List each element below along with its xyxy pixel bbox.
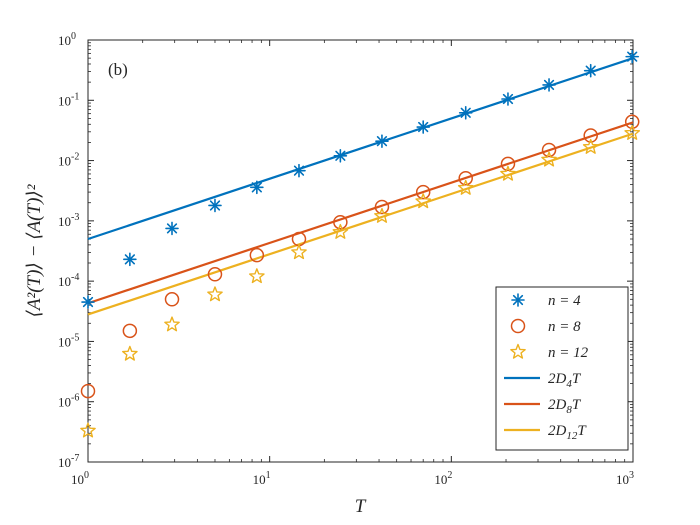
y-tick-label: 10-7 [58, 453, 79, 470]
data-point-series-1 [625, 49, 640, 64]
data-point-series-3 [122, 345, 138, 361]
y-tick-label: 10-4 [58, 272, 79, 289]
legend: n = 4 n = 8 n = 12 2D4T 2D8T 2D12T [495, 286, 629, 451]
data-point-series-2 [122, 323, 138, 339]
y-tick-label: 10-5 [58, 332, 79, 349]
data-point-series-2 [164, 292, 180, 307]
data-point-series-3 [80, 422, 96, 438]
data-point-series-2 [583, 128, 598, 143]
legend-label-series-1: n = 4 [548, 293, 581, 309]
fit-lines [87, 57, 634, 316]
legend-marker-series-2 [510, 318, 526, 334]
legend-label-2D4T: 2D4T [548, 371, 582, 390]
data-point-series-2 [415, 184, 431, 200]
data-point-series-1 [542, 78, 556, 92]
legend-box [495, 286, 629, 451]
data-point-series-2 [207, 267, 223, 282]
legend-label-2D12T: 2D12T [548, 423, 587, 442]
data-point-series-3 [374, 207, 390, 223]
data-point-series-3 [582, 138, 599, 154]
data-point-series-3 [624, 124, 641, 140]
x-tick-label: 100 [71, 470, 89, 487]
data-point-series-3 [164, 316, 180, 332]
data-point-series-1 [583, 63, 598, 78]
data-point-series-1 [333, 148, 348, 163]
y-tick-label: 10-6 [58, 393, 79, 410]
data-point-series-1 [165, 221, 179, 236]
legend-marker-series-1 [511, 293, 525, 307]
y-tick-label: 100 [58, 31, 76, 48]
legend-label-series-3: n = 12 [548, 345, 589, 361]
data-point-series-1 [292, 163, 306, 178]
x-tick-label: 103 [616, 470, 634, 487]
data-point-series-3 [291, 244, 307, 260]
data-point-series-2 [333, 214, 348, 230]
data-point-series-1 [208, 198, 222, 213]
data-point-series-3 [207, 286, 223, 302]
y-tick-label: 10-3 [58, 212, 79, 229]
data-point-series-2 [249, 247, 265, 263]
y-tick-label: 10-2 [58, 152, 79, 169]
data-point-series-3 [457, 179, 474, 195]
y-tick-label: 10-1 [58, 91, 79, 108]
y-axis-label: ⟨A²(T)⟩ − ⟨A(T)⟩² [24, 184, 45, 317]
x-tick-label: 101 [253, 470, 271, 487]
fit-line-2D12T [87, 132, 634, 316]
data-point-series-2 [458, 170, 473, 186]
data-point-series-2 [500, 156, 516, 172]
data-point-series-3 [415, 193, 432, 209]
data-point-series-1 [375, 134, 389, 148]
data-point-series-2 [624, 114, 640, 130]
legend-marker-series-3 [510, 343, 526, 359]
data-point-series-3 [249, 268, 265, 284]
fit-line-2D8T [87, 121, 634, 305]
panel-label: (b) [108, 60, 128, 79]
data-point-series-1 [416, 120, 430, 134]
data-point-series-2 [80, 383, 96, 399]
data-point-series-3 [332, 223, 349, 239]
data-point-series-3 [500, 165, 516, 181]
data-point-series-1 [250, 180, 264, 195]
data-point-series-2 [541, 142, 557, 158]
legend-label-series-2: n = 8 [548, 319, 581, 335]
fit-line-2D4T [87, 57, 634, 241]
legend-label-2D8T: 2D8T [548, 397, 582, 416]
x-axis-label: T [355, 496, 367, 517]
data-point-series-1 [501, 92, 515, 106]
x-axis-ticks: 100 101 102 103 [71, 40, 634, 487]
x-tick-label: 102 [434, 470, 452, 487]
data-point-series-1 [123, 252, 137, 267]
data-point-series-1 [81, 295, 95, 309]
data-point-series-3 [541, 151, 557, 167]
data-point-series-2 [374, 199, 390, 215]
data-markers [80, 49, 641, 438]
y-axis-ticks: 10-7 10-6 10-5 10-4 10-3 10-2 10-1 100 [58, 31, 633, 470]
data-point-series-1 [458, 106, 473, 120]
